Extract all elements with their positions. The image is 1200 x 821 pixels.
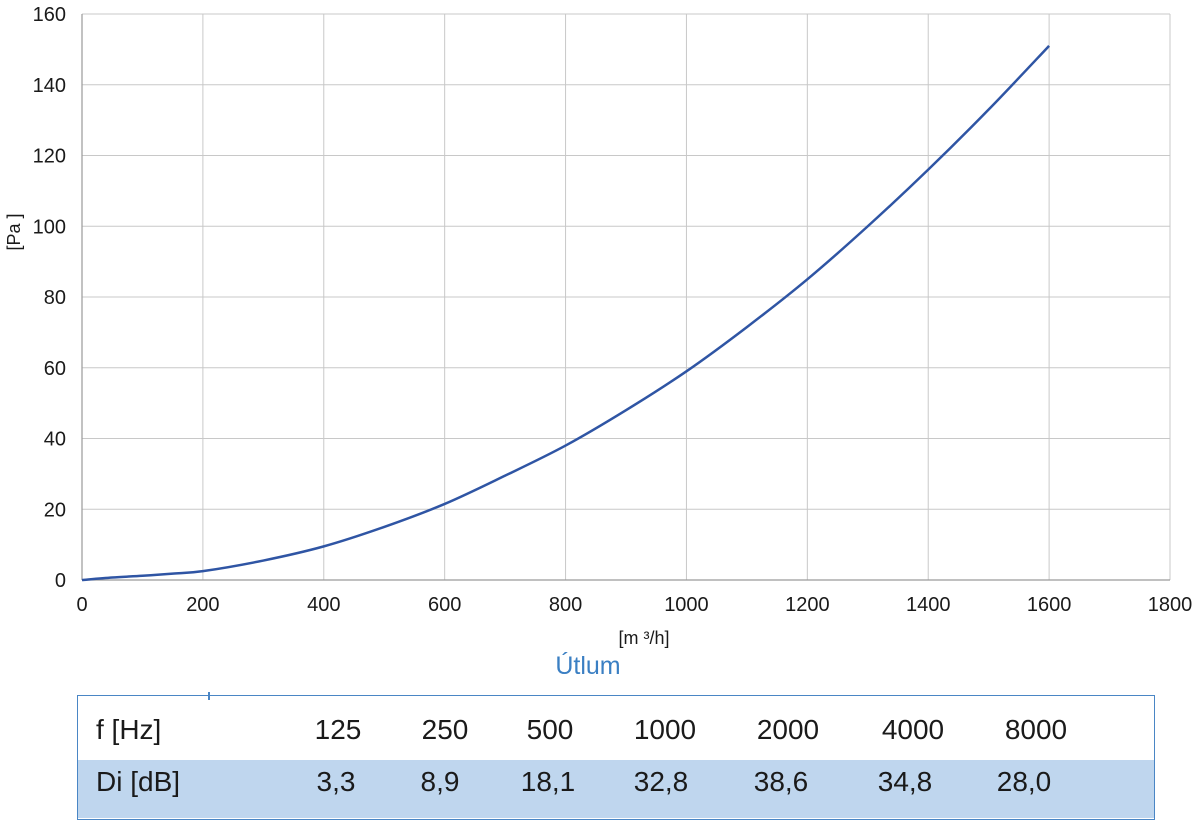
y-tick-label: 40 [44,429,66,451]
x-tick-label: 600 [428,594,461,616]
x-tick-label: 1200 [785,594,830,616]
freq-cell: 125 [314,714,362,745]
x-tick-label: 1400 [906,594,951,616]
attenuation-row: Di [dB] 3,3 8,9 18,1 32,8 38,6 34,8 28,0 [78,760,1154,818]
freq-cell: 8000 [1004,714,1068,745]
y-tick-label: 0 [55,570,66,592]
y-tick-label: 140 [33,75,66,97]
attenuation-cell: 3,3 [316,766,356,797]
x-tick-label: 800 [549,594,582,616]
x-tick-label: 1000 [664,594,709,616]
grid [81,13,1171,581]
x-tick-label: 1800 [1148,594,1193,616]
attenuation-cell: 18,1 [520,766,576,797]
x-tick-label: 200 [186,594,219,616]
table-title: Útlum [555,652,621,680]
x-tick-label: 400 [307,594,340,616]
y-tick-label: 80 [44,287,66,309]
frequency-row-label: f [Hz] [96,714,162,745]
y-tick-label: 120 [33,146,66,168]
y-tick-label: 100 [33,216,66,238]
y-axis-label: [Pa ] [4,213,24,250]
x-tick-label: 0 [76,594,87,616]
freq-cell: 250 [421,714,469,745]
freq-cell: 500 [526,714,574,745]
freq-cell: 1000 [633,714,697,745]
attenuation-cell: 8,9 [420,766,460,797]
y-tick-label: 20 [44,499,66,521]
freq-cell: 4000 [881,714,945,745]
attenuation-cell: 34,8 [877,766,933,797]
attenuation-row-label: Di [dB] [96,766,181,797]
frequency-row: f [Hz] 125 250 500 1000 2000 4000 8000 [78,700,1154,760]
attenuation-cell: 32,8 [633,766,689,797]
attenuation-table: f [Hz] 125 250 500 1000 2000 4000 8000 D… [77,692,1155,820]
y-tick-label: 160 [33,4,66,26]
attenuation-cell: 38,6 [753,766,809,797]
freq-cell: 2000 [756,714,820,745]
series-line [81,44,1051,582]
x-axis-label: [m ³/h] [618,628,669,648]
attenuation-cell: 28,0 [996,766,1052,797]
x-tick-label: 1600 [1027,594,1072,616]
y-tick-label: 60 [44,358,66,380]
